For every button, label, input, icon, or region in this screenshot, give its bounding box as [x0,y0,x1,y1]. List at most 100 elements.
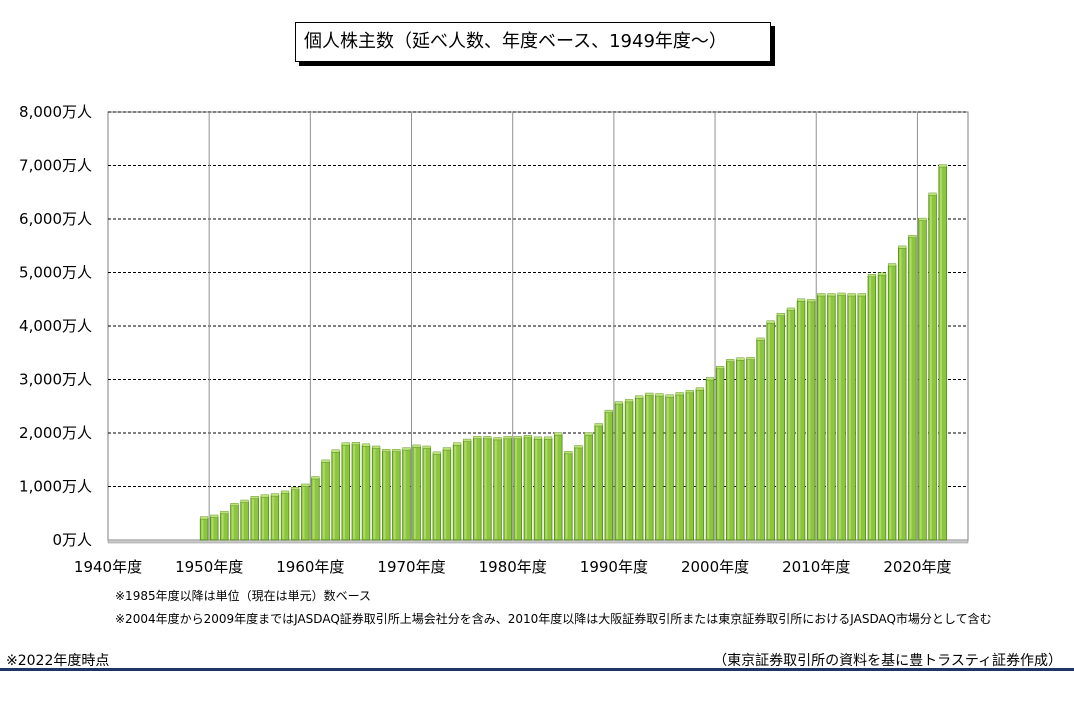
bar-1984 [553,432,563,541]
bar-body [705,379,715,541]
bar-top [847,293,856,297]
bar-top [665,394,674,398]
bar-1993 [645,392,654,541]
bar-highlight [788,310,791,539]
bar-highlight [848,296,851,539]
bar-2020 [918,217,927,541]
bar-highlight [211,517,214,539]
bar-highlight [252,499,254,539]
bar-highlight [879,275,882,539]
y-tick-label: 1,000万人 [19,478,92,496]
bar-highlight [444,450,447,539]
bar-1952 [230,503,239,541]
bar-highlight [231,506,234,539]
bar-1971 [422,445,431,541]
bar-top [291,486,300,490]
bar-highlight [383,452,386,539]
bar-2017 [887,263,897,541]
bar-highlight [869,277,872,539]
bar-top [230,503,239,506]
bar-1976 [473,436,482,541]
bar-highlight [312,479,315,539]
bar-1992 [634,395,644,541]
bar-2015 [867,274,877,541]
y-tick-label: 4,000万人 [19,317,92,335]
bar-top [321,459,330,463]
bar-top [341,442,350,446]
bar-highlight [322,462,325,539]
bar-1969 [402,447,411,541]
bar-top [625,399,634,403]
bar-highlight [221,514,224,539]
bar-body [553,434,563,541]
bar-highlight [747,360,750,539]
bar-top [938,164,947,168]
bar-top [463,438,472,442]
bar-highlight [494,440,497,539]
bar-top [533,436,543,440]
bar-1968 [392,448,401,541]
bar-body [897,247,907,541]
bar-highlight [241,503,244,539]
x-tick-label: 2020年度 [883,558,951,576]
note-unit: ※1985年度以降は単位（現在は単元）数ベース [115,589,371,603]
bar-top [260,494,269,498]
bar-top [746,356,755,360]
bar-1997 [685,390,695,541]
bar-1966 [371,445,381,541]
bar-highlight [353,445,356,539]
bar-1980 [513,436,523,541]
bar-highlight [899,248,902,539]
bar-top [574,445,583,449]
bar-1988 [594,423,603,541]
bar-body [817,295,826,541]
bar-highlight [818,296,821,539]
bar-highlight [302,486,305,539]
bar-1958 [290,486,300,541]
bar-top [857,293,866,297]
bar-highlight [737,360,740,539]
bar-top [402,447,411,451]
bar-highlight [656,396,659,539]
bar-layer [199,164,947,541]
bar-highlight [535,439,538,539]
x-tick-label: 2000年度 [681,558,749,576]
x-tick-label: 1950年度 [175,558,243,576]
bar-highlight [778,316,781,539]
y-tick-label: 8,000万人 [19,103,92,121]
footer-date-note: ※2022年度時点 [6,653,110,669]
bar-2010 [817,293,826,541]
bar-top [655,393,664,397]
bar-body [837,294,846,541]
bar-highlight [636,398,639,539]
bar-2014 [857,293,867,541]
bar-highlight [919,221,922,539]
bar-top [736,357,745,361]
bar-body [877,274,887,541]
bar-highlight [393,452,396,539]
bar-top [301,483,310,487]
bar-highlight [434,454,437,539]
bar-top [877,272,887,276]
bar-top [898,245,907,249]
bar-1986 [574,445,583,541]
bar-1981 [523,435,533,541]
bar-highlight [262,497,265,539]
bar-1982 [533,436,543,541]
bar-top [766,320,775,324]
bar-1963 [341,442,351,541]
bar-1956 [270,493,280,541]
bar-highlight [545,439,548,539]
bar-1996 [675,392,684,541]
y-tick-label: 7,000万人 [19,157,92,175]
bar-top [432,451,441,455]
bar-top [361,443,371,447]
bar-highlight [697,390,700,539]
bar-top [584,432,593,436]
bar-highlight [332,452,335,539]
bar-highlight [555,435,558,539]
bar-1994 [655,393,664,541]
bar-top [422,445,431,449]
bar-body [746,358,755,541]
x-tick-label: 1980年度 [479,558,547,576]
